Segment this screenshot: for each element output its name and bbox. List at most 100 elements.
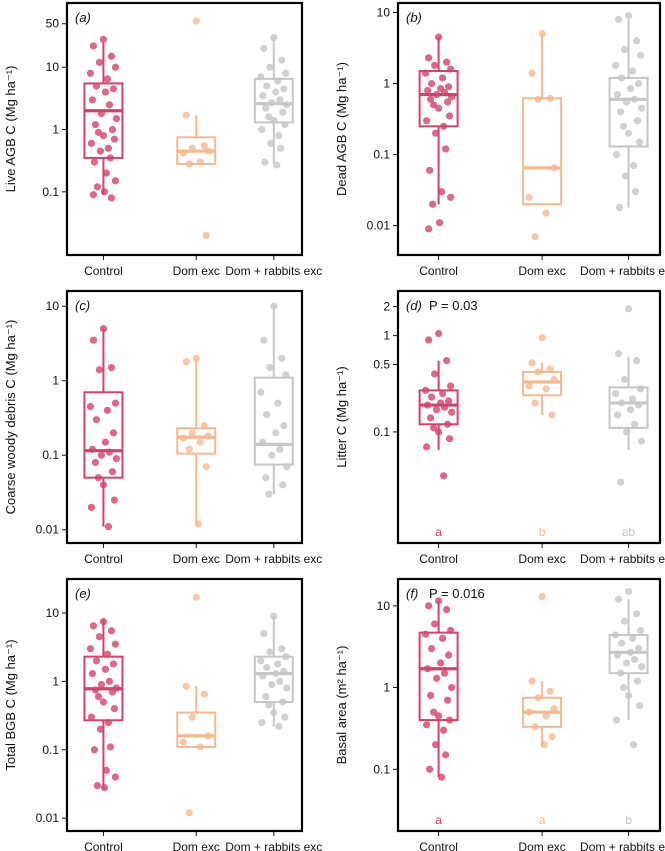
data-point [428, 644, 436, 653]
y-axis-label: Basal area (m² ha⁻¹) [334, 646, 349, 765]
data-point [634, 644, 643, 653]
data-point [548, 733, 556, 741]
data-point [447, 193, 455, 201]
data-point [428, 79, 436, 88]
data-point [528, 359, 536, 367]
data-point [185, 809, 193, 817]
box-iqr [176, 427, 217, 455]
data-point [448, 93, 456, 101]
data-point [531, 399, 539, 407]
data-point [424, 86, 432, 95]
data-point [107, 52, 116, 60]
y-tick-label: 10 [46, 299, 60, 313]
data-point [103, 650, 112, 658]
y-tick-label: 10 [377, 599, 391, 613]
data-point [97, 451, 106, 459]
y-tick-label: 0.01 [36, 523, 60, 537]
panel-frame [65, 1, 304, 257]
data-point [272, 429, 280, 437]
x-tick-label: Control [419, 840, 458, 851]
data-point [447, 626, 455, 635]
data-point [616, 669, 625, 677]
data-point [435, 329, 443, 338]
data-point [282, 69, 290, 77]
data-point [263, 663, 271, 672]
data-point [542, 385, 550, 393]
data-point [633, 117, 642, 125]
data-point [423, 721, 431, 729]
x-tick-label: Dom + rabbits exc [580, 840, 665, 851]
panel-label: (c) [75, 298, 90, 313]
box-iqr [522, 97, 563, 206]
box-dom-rabbits-exc [608, 19, 649, 208]
data-point [263, 411, 271, 419]
box-iqr [608, 633, 649, 675]
data-point [431, 61, 439, 70]
data-point [445, 83, 453, 91]
y-tick-label: 1 [52, 123, 59, 137]
data-point [275, 722, 283, 730]
y-tick-label: 10 [377, 6, 391, 20]
data-point [276, 445, 284, 453]
data-point [615, 203, 624, 212]
data-point [634, 79, 643, 88]
data-point [106, 743, 115, 751]
data-point [270, 612, 278, 620]
data-point [266, 63, 274, 71]
box-iqr [253, 376, 294, 466]
data-point [448, 683, 456, 692]
data-point [534, 95, 542, 103]
data-point [427, 691, 435, 700]
data-point [431, 620, 439, 628]
data-point [278, 354, 286, 362]
data-point [426, 166, 434, 174]
x-tick-label: Control [419, 264, 458, 278]
data-point [188, 713, 196, 721]
data-point [528, 677, 536, 685]
data-point [204, 147, 212, 155]
y-tick-label: 1 [383, 329, 390, 343]
data-point [548, 411, 556, 419]
data-point [100, 783, 109, 792]
data-point [105, 448, 114, 456]
data-point [443, 58, 451, 66]
data-point [624, 12, 633, 20]
data-point [437, 659, 445, 667]
y-tick-label: 0.01 [36, 811, 60, 825]
data-point [611, 631, 620, 639]
data-point [96, 725, 105, 733]
data-point [617, 74, 626, 82]
significance-letter: ab [622, 525, 636, 539]
data-point [438, 188, 446, 196]
data-point [444, 420, 452, 428]
data-point [280, 421, 288, 430]
y-tick-label: 1 [383, 681, 390, 695]
data-point [196, 158, 204, 166]
data-point [196, 743, 204, 751]
data-point [433, 674, 441, 682]
data-point [265, 701, 273, 709]
data-point [270, 302, 278, 310]
data-point [630, 655, 639, 664]
box-dom-exc [522, 33, 563, 206]
data-point [112, 455, 121, 463]
data-point [111, 399, 120, 407]
significance-letter: b [539, 525, 546, 539]
data-point [109, 660, 118, 668]
data-point [277, 144, 285, 152]
panel-f: (f) P = 0.016 0.1 1 10 Basal area (m² ha⁻¹) Co… [334, 577, 665, 851]
data-point [90, 746, 99, 754]
x-tick-label: Dom + rabbits exc [580, 552, 665, 566]
box-iqr [418, 631, 459, 722]
data-point [89, 336, 98, 344]
data-point [632, 610, 641, 618]
panel-frame [396, 289, 662, 545]
data-point [430, 708, 438, 716]
data-point [432, 129, 440, 137]
data-point [435, 597, 443, 605]
data-point [637, 437, 646, 445]
data-point [620, 46, 629, 54]
box-iqr [418, 70, 459, 128]
x-tick-label: Control [84, 840, 123, 851]
